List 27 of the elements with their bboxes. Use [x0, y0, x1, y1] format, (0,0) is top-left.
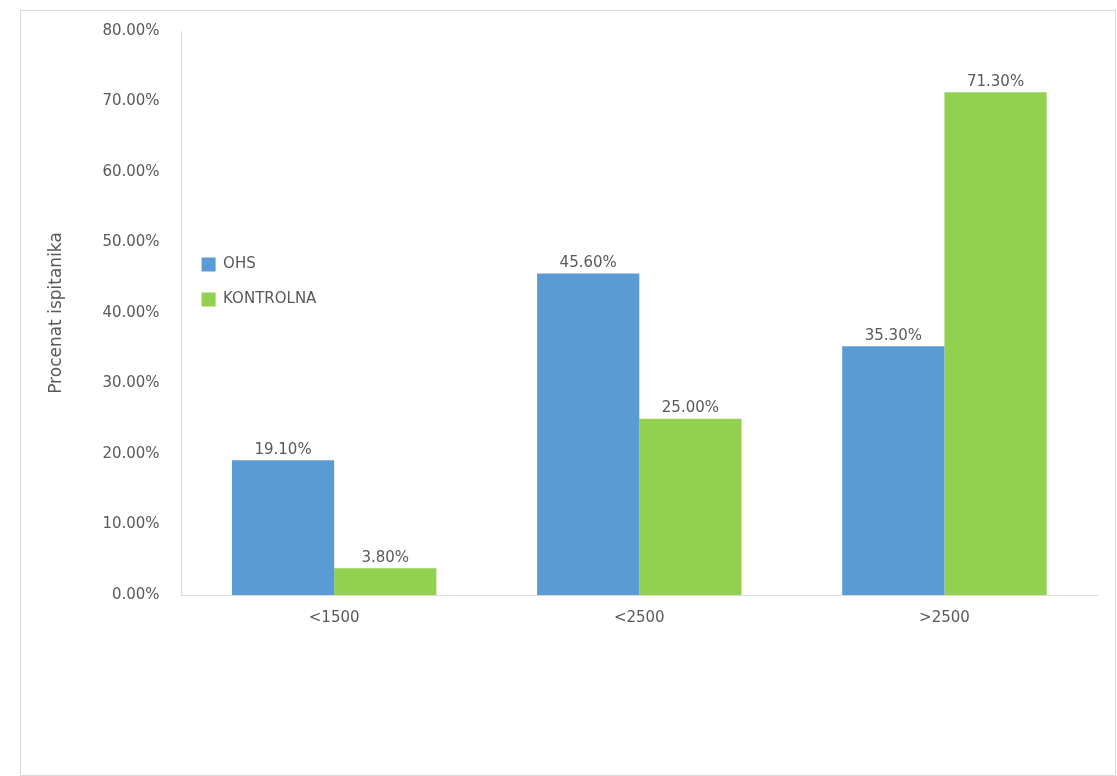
y-tick-label: 20.00% [102, 443, 160, 462]
legend-label: OHS [223, 254, 256, 273]
bar [334, 568, 437, 595]
bar [537, 273, 640, 595]
y-tick-label: 50.00% [102, 232, 160, 251]
y-tick-label: 0.00% [111, 584, 160, 603]
y-tick-label: 40.00% [102, 302, 160, 321]
data-label: 45.60% [559, 252, 617, 271]
y-axis-title: Procenat ispitanika [44, 232, 65, 394]
data-label: 25.00% [661, 398, 720, 417]
y-tick-label: 30.00% [102, 373, 160, 392]
bar [231, 460, 335, 595]
legend-label: KONTROLNA [223, 289, 318, 308]
bar [944, 92, 1047, 595]
bar [639, 418, 742, 595]
y-tick-label: 10.00% [102, 514, 160, 533]
data-label: 35.30% [864, 325, 922, 344]
y-tick-label: 80.00% [102, 20, 160, 39]
bar [842, 346, 945, 595]
y-tick-label: 70.00% [102, 91, 160, 110]
data-label: 19.10% [254, 439, 312, 458]
x-tick-label: <1500 [308, 607, 360, 626]
data-label: 3.80% [361, 547, 410, 566]
y-tick-label: 60.00% [102, 161, 160, 180]
x-tick-label: >2500 [919, 607, 970, 626]
x-tick-label: <2500 [613, 607, 665, 626]
data-label: 71.30% [966, 71, 1025, 90]
